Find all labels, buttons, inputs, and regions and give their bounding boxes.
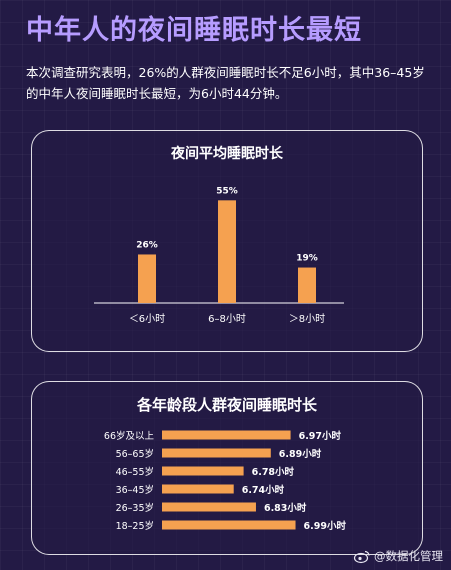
data-label: 6.99小时 [304,520,347,532]
sleep-distribution-card: 夜间平均睡眠时长 26% ＜6小时 55% 6–8小时 19% ＞8小时 [31,130,423,352]
tick-label: 46–55岁 [116,466,154,478]
bar [162,430,291,440]
bar [138,254,156,303]
age-sleep-card: 各年龄段人群夜间睡眠时长 66岁及以上 6.97小时 56–65岁 6.89小时 46–… [31,381,423,555]
bar [162,520,296,530]
watermark: @数据化管理 [353,548,443,564]
bar [162,502,256,512]
data-label: 55% [216,186,238,196]
intro-paragraph: 本次调查研究表明，26%的人群夜间睡眠时长不足6小时，其中36–45岁的中年人夜… [26,65,425,101]
weibo-icon [353,550,370,563]
data-label: 6.78小时 [252,466,295,478]
data-label: 19% [296,254,318,264]
data-label: 6.97小时 [299,430,342,442]
tick-label: 56–65岁 [116,448,154,460]
sleep-distribution-chart: 26% ＜6小时 55% 6–8小时 19% ＞8小时 [94,186,344,325]
data-label: 26% [136,240,158,250]
bar [298,267,316,303]
chart-title: 各年龄段人群夜间睡眠时长 [136,396,317,414]
tick-label: 6–8小时 [208,313,246,325]
chart-title: 夜间平均睡眠时长 [171,146,283,162]
tick-label: 66岁及以上 [104,430,155,442]
page-title: 中年人的夜间睡眠时长最短 [26,15,362,46]
data-label: 6.74小时 [242,484,285,496]
watermark-text: @数据化管理 [374,549,443,563]
bar [162,484,234,494]
data-label: 6.89小时 [279,448,322,460]
tick-label: ＞8小时 [289,313,325,325]
tick-label: ＜6小时 [129,313,165,325]
bar [218,200,236,303]
bar [162,448,271,458]
tick-label: 36–45岁 [116,484,154,496]
bar [162,466,244,476]
data-label: 6.83小时 [264,502,307,514]
tick-label: 26–35岁 [116,502,154,514]
tick-label: 18–25岁 [116,520,154,532]
age-sleep-chart: 66岁及以上 6.97小时 56–65岁 6.89小时 46–55岁 6.78小时 36–4… [104,430,347,532]
